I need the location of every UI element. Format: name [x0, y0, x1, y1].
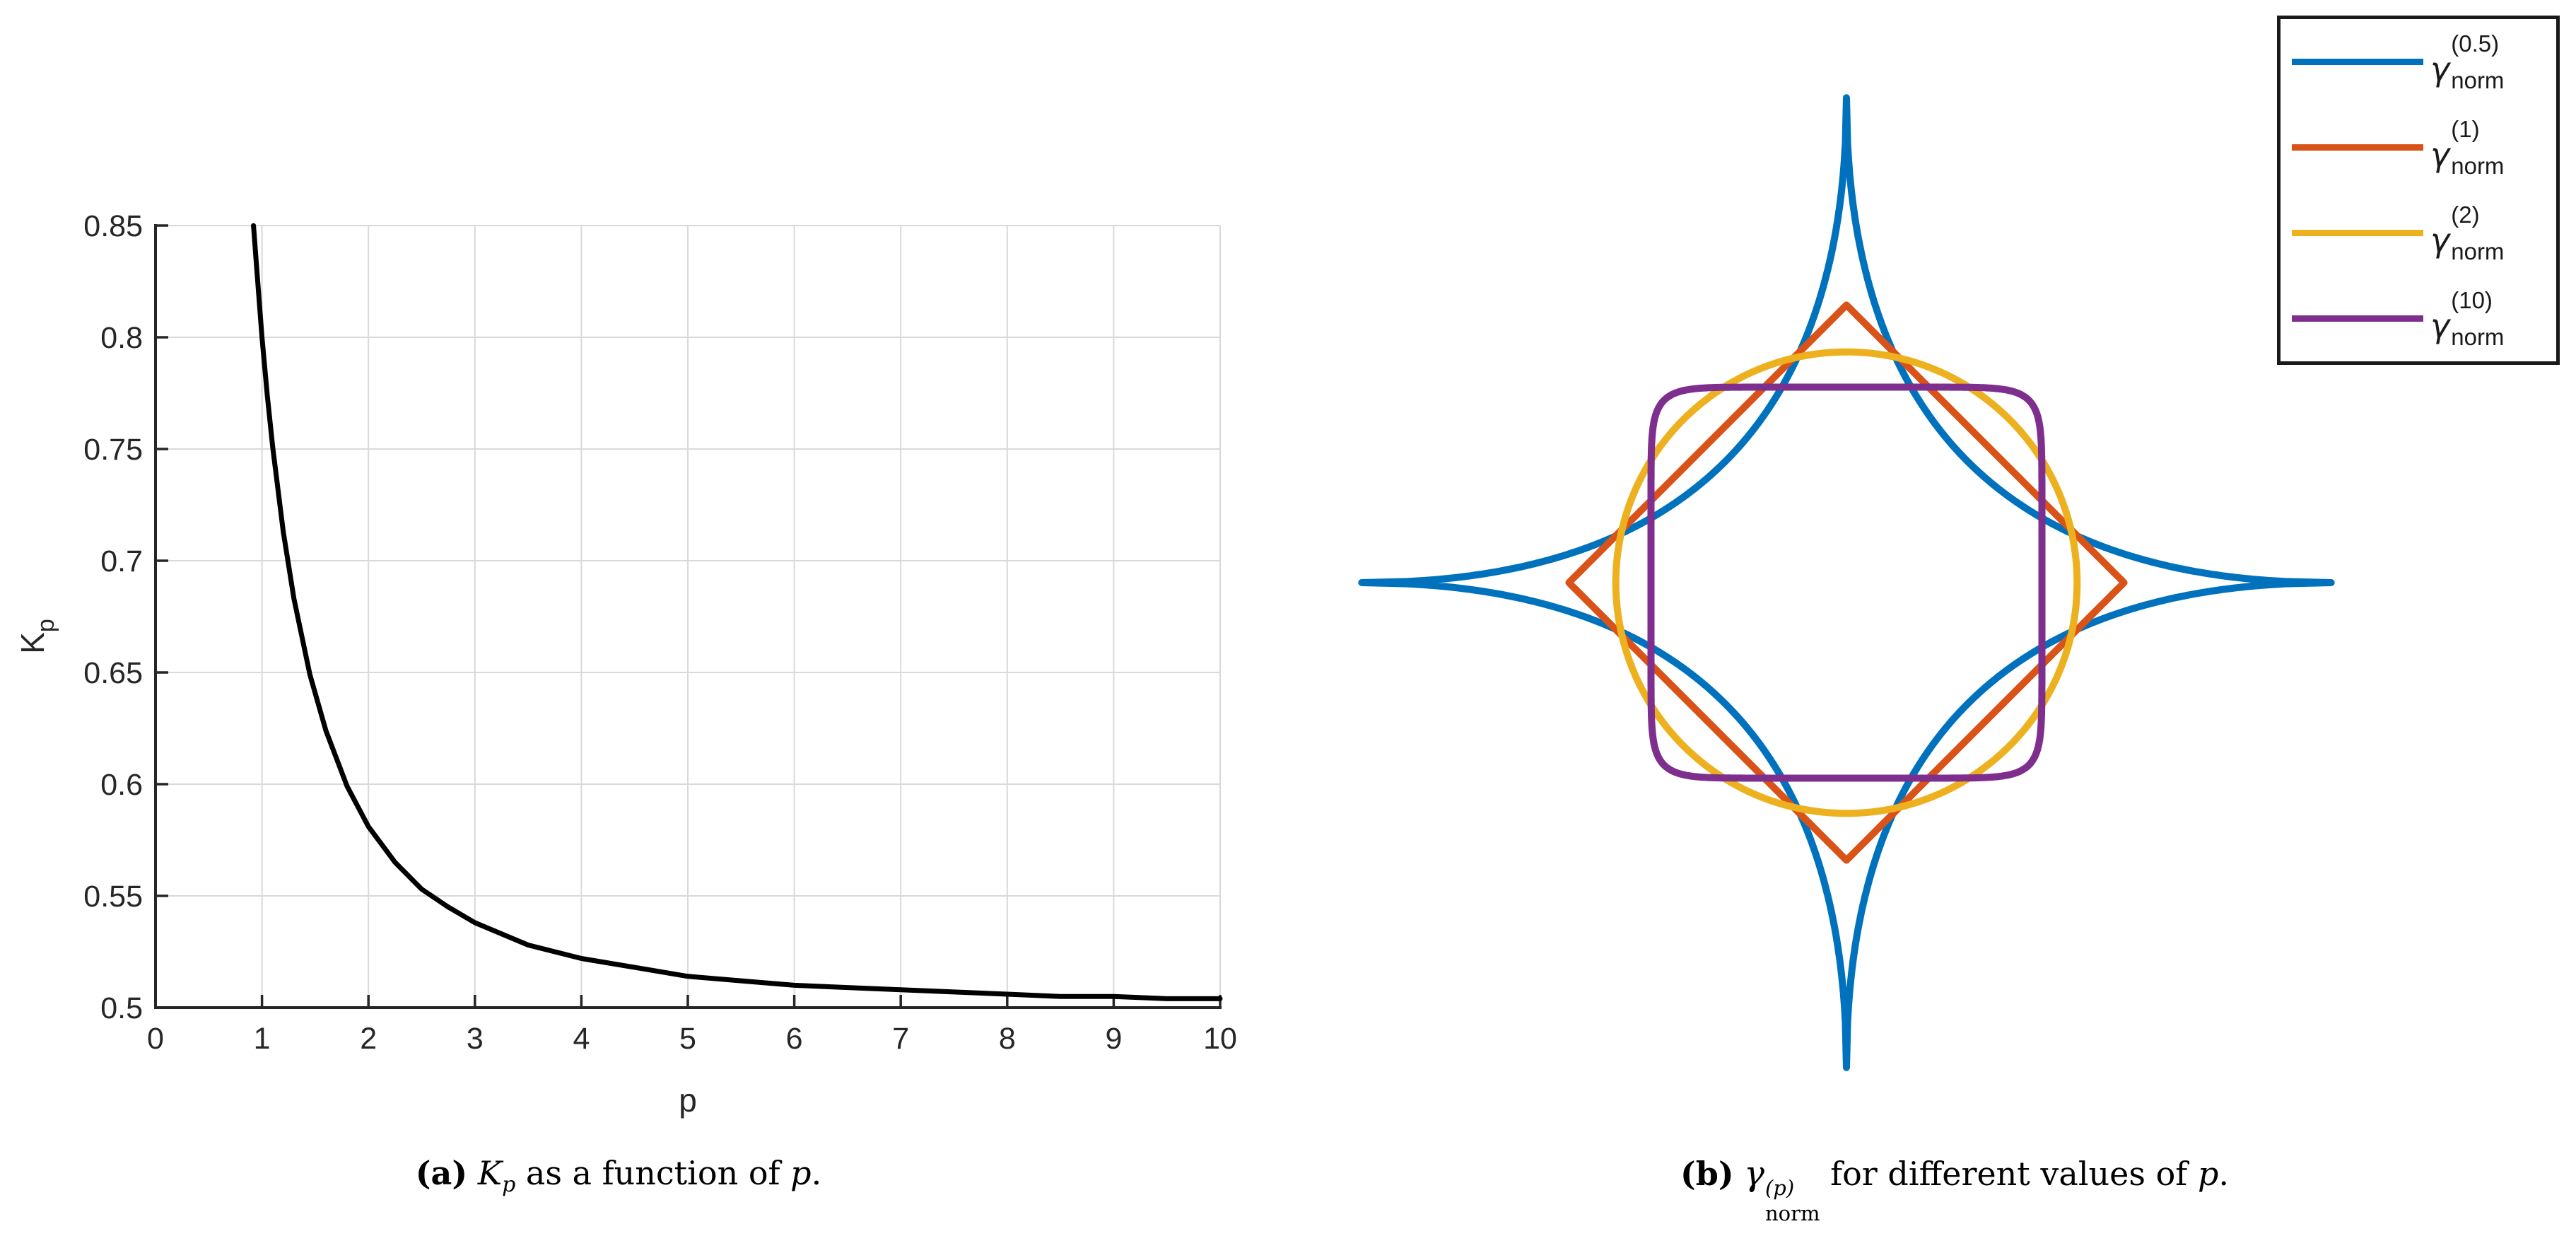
legend-gamma-symbol: γ — [2430, 306, 2450, 345]
x-tick-label: 3 — [467, 1022, 484, 1056]
legend-line-sample — [2292, 315, 2423, 322]
caption-a-term: K — [477, 1154, 503, 1192]
caption-a-variable: p — [790, 1154, 812, 1192]
legend-subscript: norm — [2451, 152, 2505, 179]
y-tick-labels: 0.5 0.55 0.6 0.65 0.7 0.75 0.8 0.85 — [83, 209, 143, 1025]
x-axis-label: p — [679, 1082, 697, 1119]
legend-item: γ (10) norm — [2281, 276, 2556, 361]
plot-a-canvas: 0 1 2 3 4 5 6 7 8 9 10 0.5 0.55 0.6 0.65 0.7 0.75 0.8 0.8… — [14, 209, 1237, 1119]
caption-a-space — [467, 1154, 478, 1192]
legend-label: γ (1) norm — [2430, 111, 2504, 183]
caption-b-space — [1734, 1155, 1745, 1193]
x-tick-label: 1 — [254, 1022, 271, 1056]
norm-curve-p2 — [1612, 348, 2081, 817]
legend-subscript: norm — [2451, 66, 2505, 93]
legend-item: γ (2) norm — [2281, 190, 2556, 276]
caption-a-period: . — [811, 1154, 822, 1192]
legend-gamma-scripts: (1) norm — [2451, 111, 2504, 183]
grid-lines — [156, 225, 1221, 1008]
legend-superscript: (1) — [2451, 116, 2480, 143]
caption-b: (b) γ (p) norm for different values of p. — [1329, 1154, 2576, 1227]
x-tick-label: 2 — [360, 1022, 377, 1056]
legend-item: γ (1) norm — [2281, 105, 2556, 190]
legend-gamma-scripts: (0.5) norm — [2451, 25, 2504, 98]
legend-label: γ (0.5) norm — [2430, 25, 2504, 98]
caption-a: (a) Kp as a function of p. — [0, 1154, 1237, 1197]
legend-line-sample — [2292, 144, 2423, 151]
x-tick-label: 6 — [786, 1022, 803, 1056]
caption-b-gamma: γ — [1744, 1154, 1764, 1194]
caption-b-tag: (b) — [1680, 1155, 1734, 1193]
norm-curve-p1 — [1565, 301, 2128, 864]
caption-b-middle: for different values of — [1820, 1155, 2198, 1193]
caption-b-gamma-scripts: (p) norm — [1765, 1175, 1820, 1227]
legend-gamma-symbol: γ — [2430, 135, 2450, 174]
caption-a-tag: (a) — [415, 1154, 468, 1192]
legend-superscript: (2) — [2451, 202, 2480, 228]
legend-label: γ (2) norm — [2430, 197, 2504, 269]
legend-gamma-scripts: (10) norm — [2451, 282, 2504, 354]
norm-curve-p10 — [1647, 383, 2046, 782]
norm-curve-p0_5 — [1358, 94, 2335, 1071]
plot-b-canvas — [1358, 94, 2335, 1071]
norm-curves — [1358, 94, 2335, 1071]
y-tick-label: 0.5 — [100, 991, 143, 1025]
legend-subscript: norm — [2451, 238, 2505, 264]
y-tick-label: 0.65 — [83, 656, 143, 690]
x-tick-label: 0 — [147, 1022, 164, 1056]
x-tick-label: 7 — [892, 1022, 909, 1056]
kp-curve — [251, 223, 1223, 1001]
x-tick-label: 8 — [999, 1022, 1016, 1056]
y-axis-label: Kp — [14, 619, 59, 654]
x-tick-label: 4 — [573, 1022, 590, 1056]
y-tick-label: 0.6 — [100, 768, 143, 802]
x-tick-label: 5 — [679, 1022, 696, 1056]
caption-b-period: . — [2218, 1155, 2230, 1193]
legend-box: γ (0.5) norm γ (1) norm γ (2) norm γ (10) norm — [2277, 16, 2560, 365]
y-tick-label: 0.75 — [83, 433, 143, 467]
legend-subscript: norm — [2451, 323, 2505, 350]
y-axis-label-sub: p — [33, 619, 59, 632]
legend-label: γ (10) norm — [2430, 282, 2504, 354]
x-tick-labels: 0 1 2 3 4 5 6 7 8 9 10 — [147, 1022, 1237, 1056]
y-tick-label: 0.55 — [83, 880, 143, 914]
legend-item: γ (0.5) norm — [2281, 19, 2556, 105]
y-tick-label: 0.8 — [100, 321, 143, 355]
y-tick-label: 0.85 — [83, 209, 143, 243]
y-tick-label: 0.7 — [100, 544, 143, 578]
caption-b-sub: norm — [1764, 1201, 1820, 1226]
x-tick-label: 9 — [1105, 1022, 1122, 1056]
legend-superscript: (10) — [2451, 287, 2493, 314]
y-axis-label-base: K — [14, 632, 51, 654]
legend-line-sample — [2292, 59, 2423, 65]
caption-b-sup: (p) — [1764, 1176, 1795, 1200]
legend-line-sample — [2292, 230, 2423, 236]
caption-a-term-sub: p — [502, 1172, 516, 1197]
legend-gamma-scripts: (2) norm — [2451, 197, 2504, 269]
x-tick-label: 10 — [1203, 1022, 1237, 1056]
legend-gamma-symbol: γ — [2430, 49, 2450, 88]
caption-a-middle: as a function of — [515, 1154, 791, 1192]
legend-superscript: (0.5) — [2451, 30, 2500, 57]
caption-b-variable: p — [2197, 1155, 2219, 1193]
legend-gamma-symbol: γ — [2430, 221, 2450, 260]
